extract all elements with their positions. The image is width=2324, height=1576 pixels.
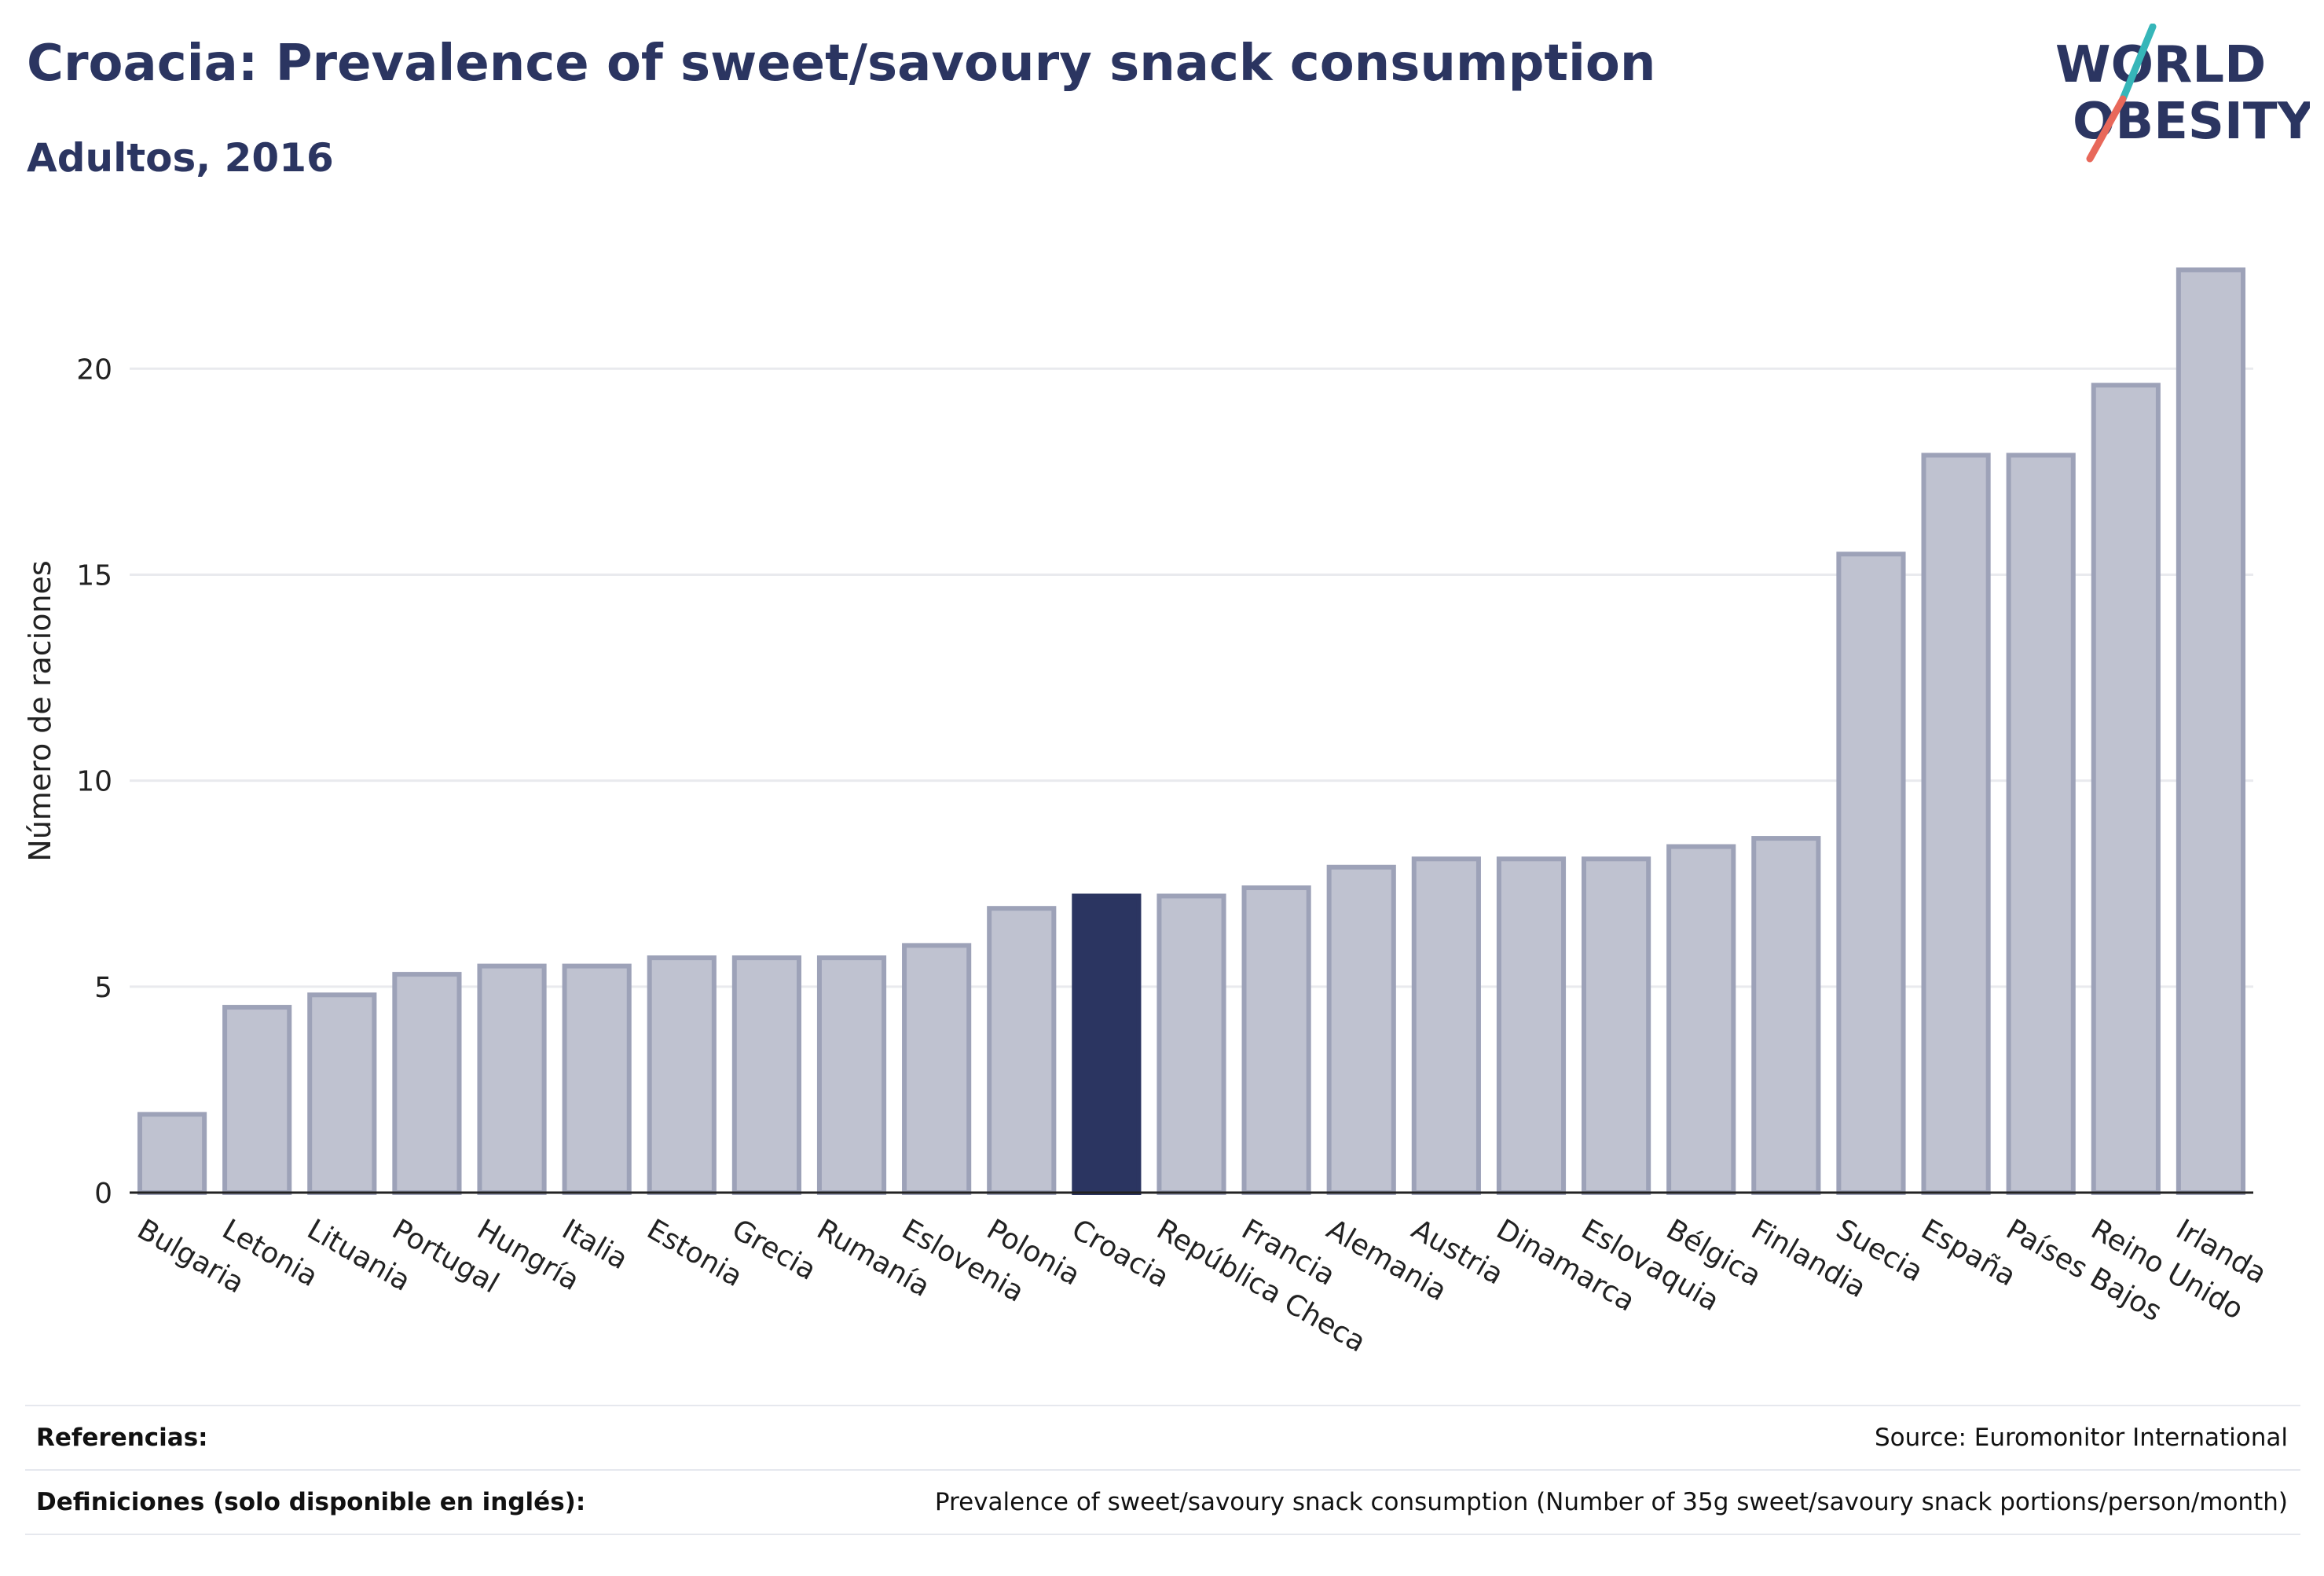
- y-tick-labels: 0 5 10 15 20: [76, 354, 112, 1210]
- x-tick-label: Estonia: [641, 1213, 747, 1293]
- y-tick-label: 5: [94, 972, 112, 1004]
- bar: [1496, 856, 1567, 1196]
- y-tick-label: 10: [76, 766, 112, 798]
- references-row: Referencias: Source: Euromonitor Interna…: [25, 1405, 2300, 1469]
- bar: [477, 963, 547, 1195]
- bar: [902, 943, 972, 1196]
- bar: [2091, 383, 2161, 1195]
- bar: [1836, 552, 1906, 1195]
- bar: [1072, 893, 1142, 1196]
- bar: [1921, 453, 1991, 1195]
- bar: [1751, 836, 1821, 1196]
- bar: [1666, 844, 1736, 1196]
- page-subtitle: Adultos, 2016: [27, 135, 334, 181]
- bar: [647, 955, 717, 1195]
- bar: [137, 1112, 207, 1195]
- definitions-row: Definiciones (solo disponible en inglés)…: [25, 1469, 2300, 1535]
- x-tick-label: España: [1915, 1213, 2021, 1292]
- world-obesity-logo: WORLD OBESITY: [2055, 24, 2310, 163]
- logo-slash-top: [2119, 24, 2157, 103]
- bar: [2006, 453, 2076, 1195]
- bars: [137, 267, 2246, 1196]
- bar: [392, 972, 462, 1196]
- page-title: Croacia: Prevalence of sweet/savoury sna…: [27, 35, 1656, 93]
- bar: [1326, 864, 1396, 1196]
- bar: [222, 1005, 292, 1195]
- x-tick-label: Croacia: [1066, 1213, 1174, 1294]
- y-tick-label: 15: [76, 559, 112, 592]
- logo-slash-bottom: [2086, 95, 2127, 163]
- bar: [731, 955, 801, 1195]
- bar: [562, 963, 632, 1195]
- definitions-value: Prevalence of sweet/savoury snack consum…: [934, 1488, 2288, 1516]
- logo-text-world: WORLD: [2055, 36, 2266, 94]
- bar: [1157, 893, 1226, 1196]
- references-value: Source: Euromonitor International: [1874, 1424, 2288, 1452]
- bar: [816, 955, 887, 1195]
- references-label: Referencias:: [36, 1424, 208, 1452]
- definitions-label: Definiciones (solo disponible en inglés)…: [36, 1488, 586, 1516]
- bar: [1411, 856, 1481, 1196]
- bar-chart: 0 5 10 15 20 BulgariaLetoniaLituaniaPortugal…: [23, 267, 2272, 1359]
- bar: [987, 906, 1057, 1195]
- y-axis-label: Número de raciones: [23, 560, 57, 861]
- y-tick-label: 0: [94, 1178, 112, 1210]
- footer-table: Referencias: Source: Euromonitor Interna…: [25, 1405, 2300, 1535]
- y-tick-label: 20: [76, 354, 112, 386]
- bar: [1582, 856, 1651, 1196]
- bar: [307, 992, 377, 1195]
- bar: [2176, 267, 2246, 1196]
- bar: [1241, 885, 1311, 1196]
- x-tick-labels: BulgariaLetoniaLituaniaPortugalHungríaIt…: [132, 1213, 2272, 1358]
